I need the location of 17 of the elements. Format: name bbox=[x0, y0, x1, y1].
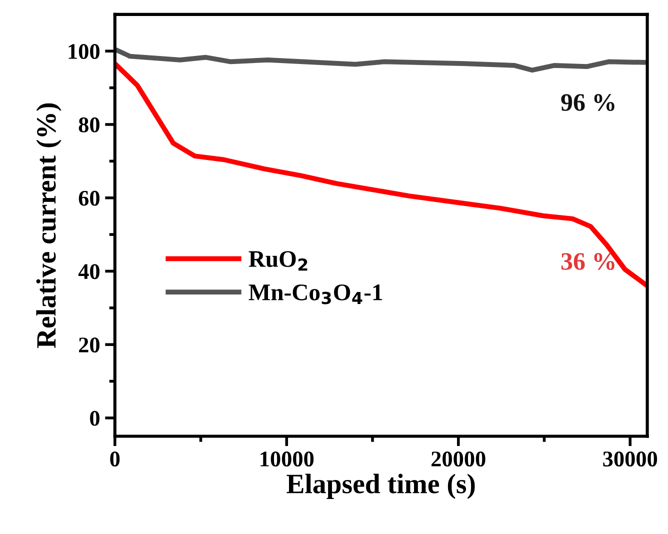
line-series bbox=[114, 46, 648, 73]
y-tick-label: 100 bbox=[68, 44, 100, 60]
y-tick-label: 0 bbox=[90, 410, 100, 426]
legend-label: RuO$_{2}$ bbox=[248, 251, 308, 271]
y-axis-title: Relative current (%) bbox=[36, 103, 62, 348]
y-tick-label: 60 bbox=[78, 190, 100, 206]
y-tick-label: 40 bbox=[78, 264, 100, 280]
x-tick-label: 30000 bbox=[603, 452, 658, 466]
x-tick-label: 20000 bbox=[432, 452, 486, 466]
y-tick-label: 20 bbox=[79, 338, 100, 352]
x-tick-label: 10000 bbox=[260, 452, 314, 466]
legend-label: Mn-Co$_{3}$O$_{4}$-1 bbox=[248, 284, 382, 304]
x-tick-label: 0 bbox=[110, 452, 120, 466]
x-axis-title: Elapsed time (s) bbox=[286, 474, 475, 499]
annotation: 96 % bbox=[561, 94, 614, 112]
y-tick-label: 80 bbox=[78, 117, 100, 132]
annotation: 36 % bbox=[561, 253, 614, 270]
